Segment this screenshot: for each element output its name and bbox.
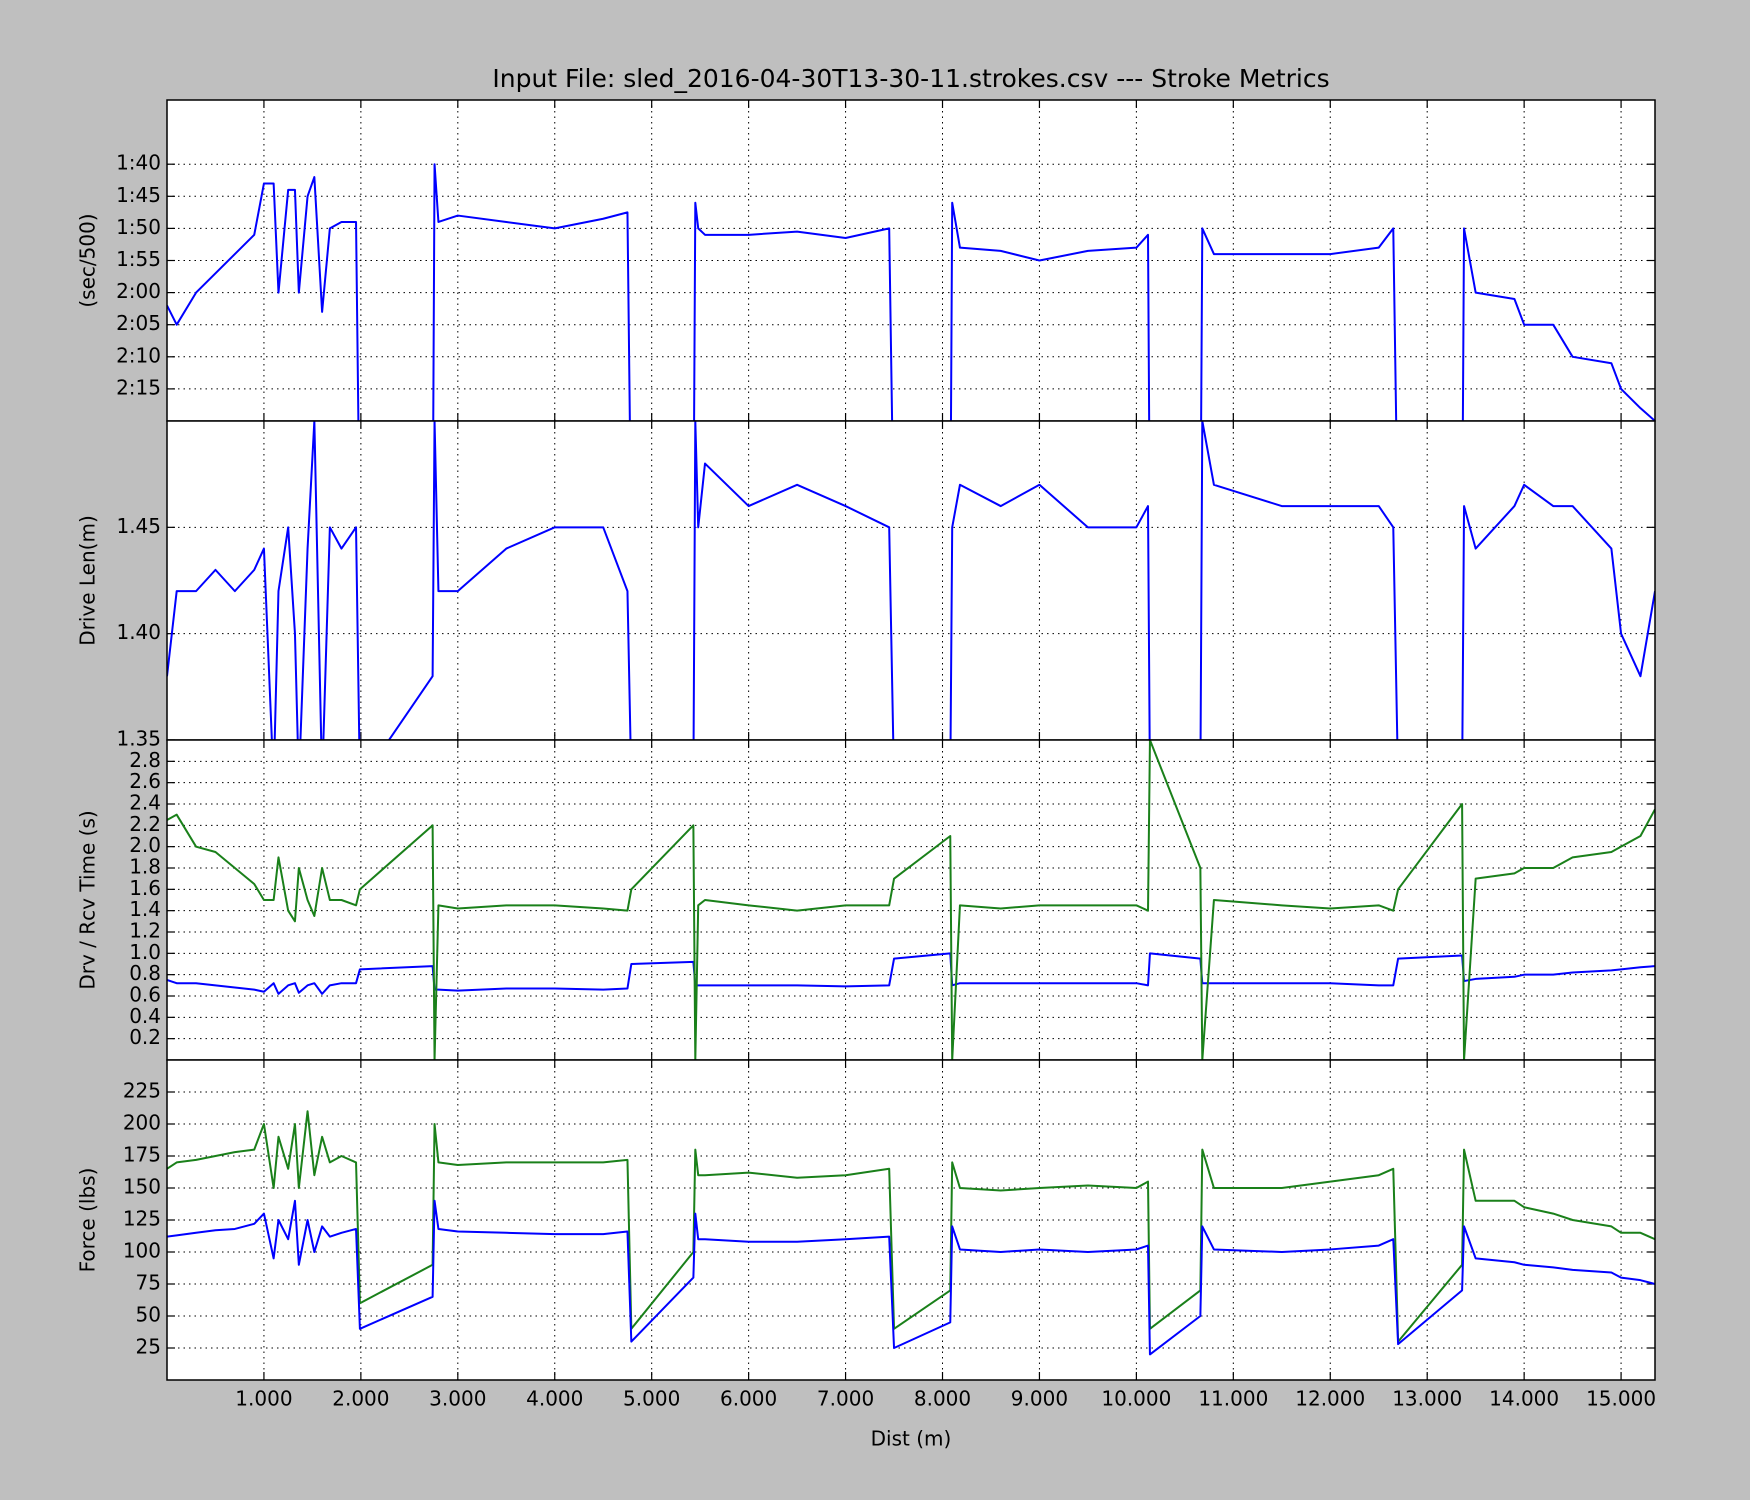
y-tick-label: 0.6 — [129, 983, 161, 1007]
y-tick-label: 1.0 — [129, 940, 161, 964]
y-tick-label: 2.6 — [129, 769, 161, 793]
y-tick-label: 2:05 — [116, 311, 161, 335]
y-tick-label: 0.2 — [129, 1025, 161, 1049]
plot-background — [167, 421, 1655, 740]
data-line — [167, 1110, 1655, 1343]
x-tick-label: 12.000 — [1295, 1387, 1365, 1411]
plot-area — [167, 421, 1655, 740]
y-tick-label: 1:55 — [116, 247, 161, 271]
y-tick-label: 1.4 — [129, 897, 161, 921]
x-tick-label: 6.000 — [720, 1387, 777, 1411]
x-axis-label: Dist (m) — [871, 1427, 952, 1451]
x-tick-label: 3.000 — [429, 1387, 486, 1411]
y-tick-label: 2:15 — [116, 375, 161, 399]
y-tick-label: 1:40 — [116, 151, 161, 175]
plot-frame — [166, 1059, 1656, 1381]
y-tick-label: 2:10 — [116, 343, 161, 367]
y-tick-label: 200 — [123, 1111, 161, 1135]
x-tick-label: 2.000 — [332, 1387, 389, 1411]
y-axis-label: Drive Len(m) — [76, 515, 100, 646]
x-tick-label: 1.000 — [235, 1387, 292, 1411]
y-tick-label: 0.8 — [129, 961, 161, 985]
x-tick-label: 15.000 — [1586, 1387, 1656, 1411]
y-tick-label: 1:50 — [116, 215, 161, 239]
y-axis-label: (sec/500) — [76, 213, 100, 307]
x-tick-label: 11.000 — [1198, 1387, 1268, 1411]
y-tick-label: 25 — [136, 1335, 161, 1359]
y-tick-label: 150 — [123, 1175, 161, 1199]
data-line — [167, 952, 1655, 995]
x-tick-label: 4.000 — [526, 1387, 583, 1411]
y-tick-label: 2.8 — [129, 748, 161, 772]
y-tick-label: 125 — [123, 1207, 161, 1231]
plot-area — [167, 1110, 1655, 1356]
y-tick-label: 2.0 — [129, 833, 161, 857]
y-tick-label: 1.40 — [116, 620, 161, 644]
y-tick-label: 2.2 — [129, 812, 161, 836]
y-tick-label: 225 — [123, 1079, 161, 1103]
y-tick-label: 2.4 — [129, 791, 161, 815]
y-tick-label: 175 — [123, 1143, 161, 1167]
y-axis-label: Drv / Rcv Time (s) — [76, 810, 100, 989]
data-line — [167, 1199, 1655, 1356]
y-tick-label: 1.8 — [129, 855, 161, 879]
x-tick-label: 9.000 — [1011, 1387, 1068, 1411]
plot-background — [167, 740, 1655, 1060]
y-tick-label: 2:00 — [116, 279, 161, 303]
plot-area — [167, 163, 1655, 421]
y-tick-label: 75 — [136, 1271, 161, 1295]
data-line — [167, 740, 1655, 1060]
y-tick-label: 1.35 — [116, 727, 161, 751]
data-line — [167, 163, 1655, 421]
plot-area — [167, 740, 1655, 1060]
y-tick-label: 100 — [123, 1239, 161, 1263]
y-tick-label: 0.4 — [129, 1004, 161, 1028]
y-tick-label: 1:45 — [116, 183, 161, 207]
y-tick-label: 1.6 — [129, 876, 161, 900]
y-tick-label: 1.45 — [116, 514, 161, 538]
chart-title: Input File: sled_2016-04-30T13-30-11.str… — [492, 64, 1329, 93]
x-tick-label: 8.000 — [914, 1387, 971, 1411]
x-tick-label: 7.000 — [817, 1387, 874, 1411]
data-line — [167, 421, 1655, 740]
y-tick-label: 50 — [136, 1303, 161, 1327]
x-tick-label: 5.000 — [623, 1387, 680, 1411]
y-axis-label: Force (lbs) — [76, 1168, 100, 1273]
x-tick-label: 10.000 — [1101, 1387, 1171, 1411]
y-tick-label: 1.2 — [129, 919, 161, 943]
x-tick-label: 13.000 — [1392, 1387, 1462, 1411]
x-tick-label: 14.000 — [1489, 1387, 1559, 1411]
